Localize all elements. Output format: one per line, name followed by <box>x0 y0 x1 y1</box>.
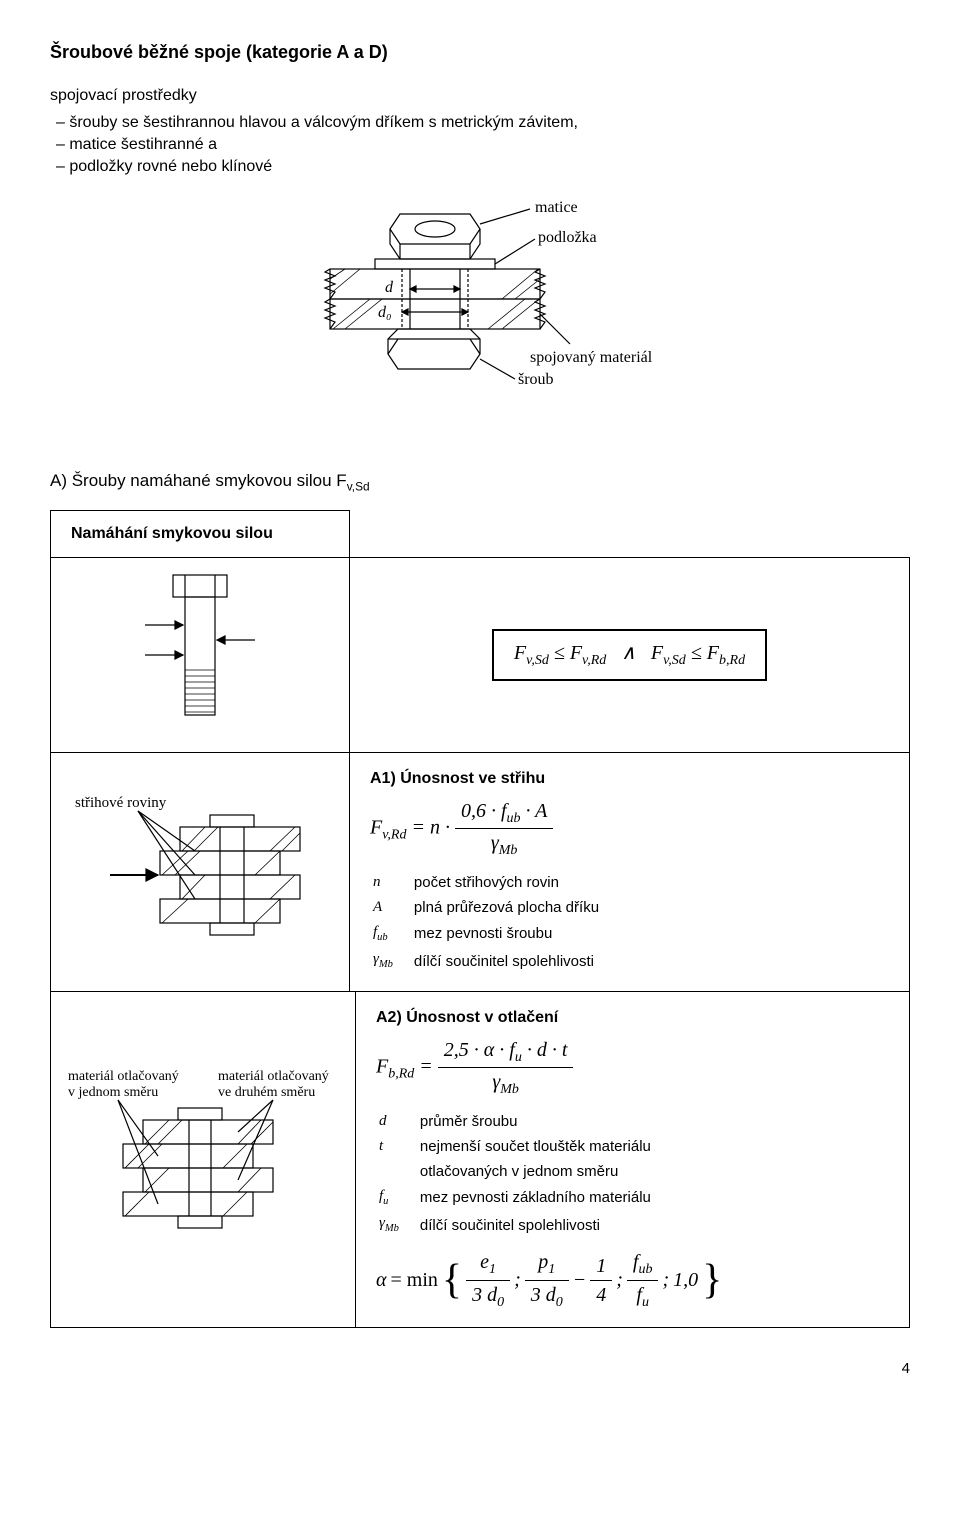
a2-formula: Fb,Rd = 2,5 · α · fu · d · t γMb <box>376 1036 889 1100</box>
page-title: Šroubové běžné spoje (kategorie A a D) <box>50 40 910 65</box>
a1-formula: Fv,Rd = n · 0,6 · fub · A γMb <box>370 797 889 861</box>
condition-cell: Fv,Sd ≤ Fv,Rd ∧ Fv,Sd ≤ Fb,Rd <box>350 557 910 753</box>
shear-planes-figure: střihové roviny <box>50 753 350 992</box>
shear-planes-label: střihové roviny <box>75 795 167 811</box>
a2-definitions: dprůměr šroubu tnejmenší součet tlouštěk… <box>376 1108 654 1240</box>
left-label-2: v jednom směru <box>68 1085 158 1100</box>
bolt-assembly-figure: d d₀ matice podložka spojovaný materiál … <box>50 194 910 444</box>
a2-cell: A2) Únosnost v otlačení Fb,Rd = 2,5 · α … <box>356 992 910 1328</box>
alpha-formula: α = min { e13 d0 ; p13 d0 − 14 ; fubfu ;… <box>376 1248 722 1312</box>
intro-text: spojovací prostředky <box>50 85 910 107</box>
left-label-1: materiál otlačovaný <box>68 1069 179 1084</box>
condition-formula: Fv,Sd ≤ Fv,Rd ∧ Fv,Sd ≤ Fb,Rd <box>492 629 767 681</box>
bullet-item: matice šestihranné a <box>56 134 910 156</box>
bullet-item: podložky rovné nebo klínové <box>56 156 910 178</box>
a1-definitions: npočet střihových rovin Aplná průřezová … <box>370 869 602 976</box>
callout-sroub: šroub <box>518 371 554 388</box>
callout-material: spojovaný materiál <box>530 349 653 366</box>
dim-d-label: d <box>385 279 394 296</box>
shear-load-block: Namáhání smykovou silou <box>50 510 910 1328</box>
a2-title: A2) Únosnost v otlačení <box>376 1007 889 1029</box>
bullet-list: šrouby se šestihrannou hlavou a válcovým… <box>56 112 910 179</box>
callout-podlozka: podložka <box>538 229 597 246</box>
page-number: 4 <box>50 1358 910 1379</box>
a1-title: A1) Únosnost ve střihu <box>370 768 889 790</box>
cell-label: Namáhání smykovou silou <box>50 510 350 557</box>
right-label-2: ve druhém směru <box>218 1085 315 1100</box>
section-a-heading: A) Šrouby namáhané smykovou silou Fv,Sd <box>50 469 910 495</box>
bullet-item: šrouby se šestihrannou hlavou a válcovým… <box>56 112 910 134</box>
callout-matice: matice <box>535 199 578 216</box>
shear-figure-cell <box>50 557 350 753</box>
bearing-figure: materiál otlačovaný v jednom směru mater… <box>50 992 356 1328</box>
a1-cell: A1) Únosnost ve střihu Fv,Rd = n · 0,6 ·… <box>350 753 910 992</box>
right-label-1: materiál otlačovaný <box>218 1069 329 1084</box>
dim-d0-label: d₀ <box>378 304 392 321</box>
